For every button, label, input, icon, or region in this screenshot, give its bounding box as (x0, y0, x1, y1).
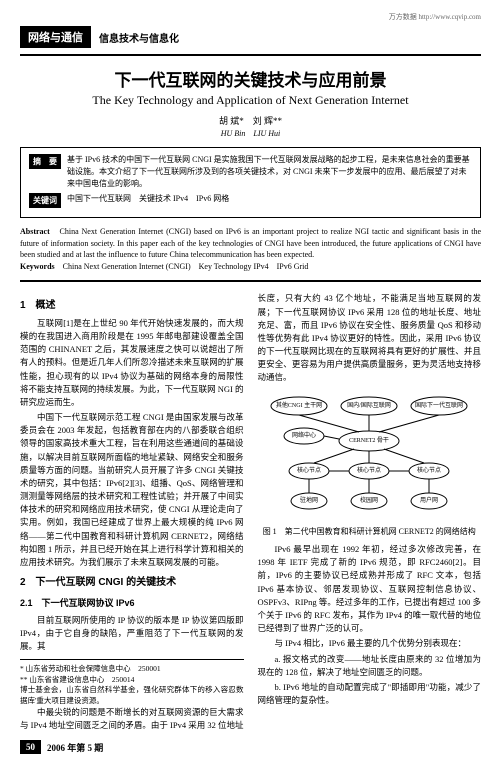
section-1-heading: 1 概述 (20, 298, 244, 314)
svg-text:CERNET2 骨干: CERNET2 骨干 (349, 437, 389, 444)
divider (20, 54, 481, 56)
divider (20, 280, 481, 282)
body-text: IPv6 最早出现在 1992 年初，经过多次修改完善，在 1998 年 IET… (258, 543, 482, 635)
issue-label: 2006 年第 5 期 (47, 741, 103, 754)
svg-text:核心节点: 核心节点 (417, 466, 441, 474)
body-text: 中国下一代互联网示范工程 CNGI 是由国家发展与改革委员会在 2003 年发起… (20, 411, 244, 569)
svg-text:国内/国际互联网: 国内/国际互联网 (347, 401, 391, 409)
figure-1: 其他CNGI 主干网 国内/国际互联网 国际下一代互联网 网络中心 CERNET… (258, 391, 482, 538)
svg-text:用户网: 用户网 (420, 496, 438, 504)
abstract-box-cn: 摘 要 基于 IPv6 技术的中国下一代互联网 CNGI 是实施我国下一代互联网… (20, 147, 481, 218)
title-en: The Key Technology and Application of Ne… (20, 93, 481, 108)
page-number: 50 (20, 740, 41, 754)
body-text: 互联网[1]是在上世纪 90 年代开始快速发展的，而大规模的在我国进入商用阶段是… (20, 317, 244, 409)
page-footer: 50 2006 年第 5 期 (20, 740, 481, 754)
body-text: 与 IPv4 相比，IPv6 最主要的几个优势分别表现在： (258, 637, 482, 650)
abstract-en: Abstract China Next Generation Internet … (20, 226, 481, 272)
body-text: a. 报文格式的改变——地址长度由原来的 32 位增加为现在的 128 位，解决… (258, 653, 482, 679)
abstract-label-cn: 摘 要 (29, 154, 61, 169)
svg-text:校园网: 校园网 (360, 496, 378, 504)
svg-text:核心节点: 核心节点 (357, 466, 381, 474)
source-url: 万方数据 http://www.cqvip.com (20, 12, 481, 22)
authors-cn: 胡 斌* 刘 辉** (20, 114, 481, 127)
title-cn: 下一代互联网的关键技术与应用前景 (20, 66, 481, 91)
keywords-label-cn: 关键词 (29, 193, 61, 208)
category-badge: 网络与通信 (20, 26, 91, 48)
footnotes: * 山东省劳动和社会保障信息中心 250001 ** 山东省省建设信息中心 25… (20, 659, 244, 706)
body-text: b. IPv6 地址的自动配置完成了"即插即用"功能，减少了网络管理的复杂性。 (258, 681, 482, 707)
svg-text:网络中心: 网络中心 (292, 431, 316, 439)
body-text: 目前互联网所使用的 IP 协议的版本是 IP 协议第四版即 IPv4，由于它自身… (20, 614, 244, 654)
svg-text:驻地网: 驻地网 (300, 496, 318, 504)
svg-text:核心节点: 核心节点 (297, 466, 321, 474)
section-2-heading: 2 下一代互联网 CNGI 的关键技术 (20, 575, 244, 591)
abstract-text-cn: 基于 IPv6 技术的中国下一代互联网 CNGI 是实施我国下一代互联网发展战略… (67, 154, 472, 190)
authors-en: HU Bin LIU Hui (20, 128, 481, 139)
keywords-text-cn: 中国下一代互联网 关键技术 IPv4 IPv6 网格 (67, 193, 472, 208)
section-2-1-heading: 2.1 下一代互联网协议 IPv6 (20, 597, 244, 611)
header-subtitle: 信息技术与信息化 (99, 30, 179, 45)
svg-text:国际下一代互联网: 国际下一代互联网 (415, 401, 463, 409)
figure-1-caption: 图 1 第二代中国教育和科研计算机网 CERNET2 的网络结构 (258, 527, 482, 537)
svg-text:其他CNGI 主干网: 其他CNGI 主干网 (276, 401, 322, 409)
